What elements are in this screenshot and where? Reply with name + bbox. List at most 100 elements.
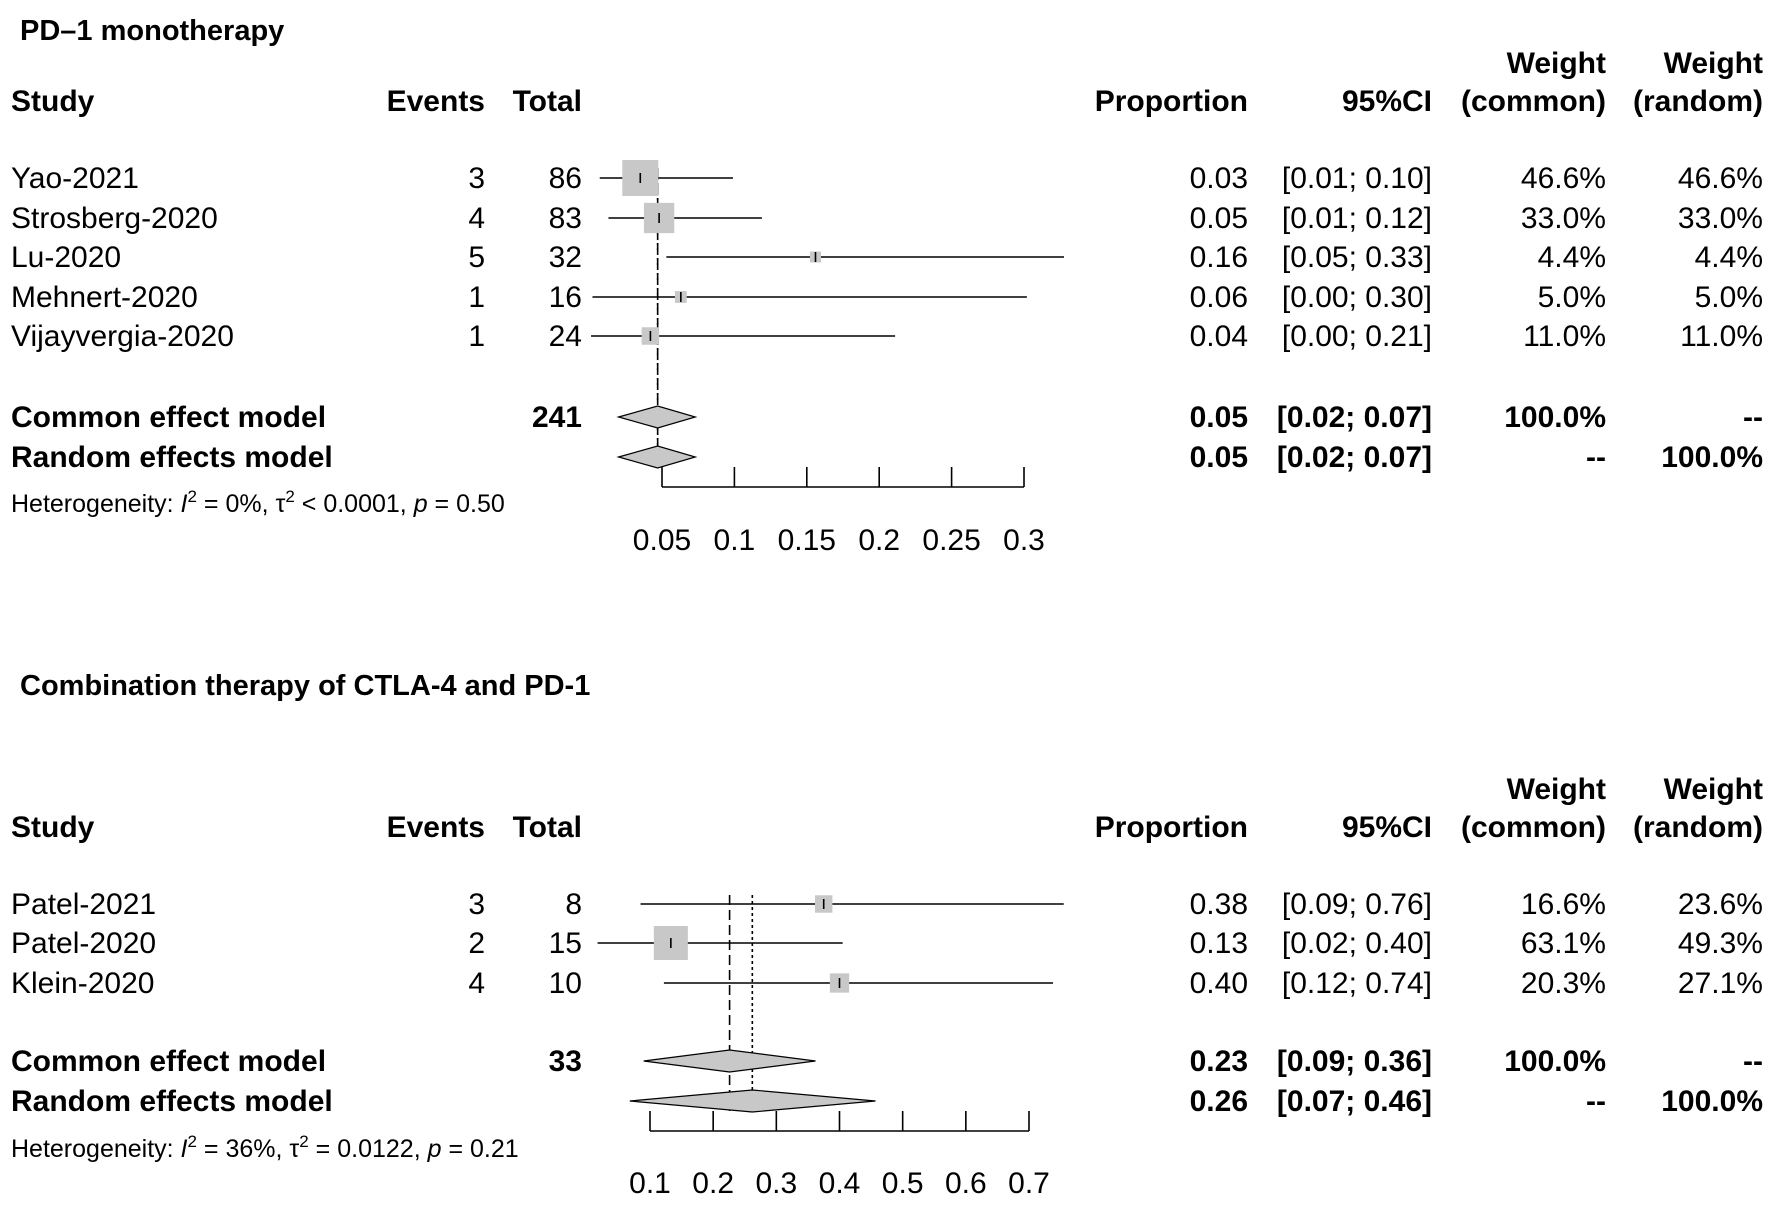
- study-events: 2: [468, 927, 485, 960]
- study-weight-random: 23.6%: [1678, 888, 1763, 921]
- header-events: Events: [387, 811, 485, 844]
- study-weight-common: 11.0%: [1523, 320, 1606, 353]
- random-model-proportion: 0.26: [1190, 1085, 1248, 1118]
- study-proportion: 0.05: [1190, 202, 1248, 235]
- study-weight-random: 46.6%: [1678, 162, 1763, 195]
- study-proportion: 0.38: [1190, 888, 1248, 921]
- header-weight-common-line2: (common): [1461, 811, 1606, 844]
- header-weight-common-line1: Weight: [1507, 47, 1606, 80]
- panel-title: PD–1 monotherapy: [20, 15, 284, 47]
- study-events: 4: [468, 202, 485, 235]
- study-total: 83: [549, 202, 582, 235]
- x-tick-label: 0.2: [858, 524, 900, 557]
- study-ci: [0.01; 0.12]: [1282, 202, 1432, 235]
- study-ci: [0.01; 0.10]: [1282, 162, 1432, 195]
- common-model-proportion: 0.23: [1190, 1045, 1248, 1078]
- x-tick-label: 0.15: [778, 524, 836, 557]
- random-model-weight-common: --: [1586, 1085, 1606, 1118]
- header-ci: 95%CI: [1342, 811, 1432, 844]
- study-events: 1: [468, 320, 485, 353]
- common-model-ci: [0.09; 0.36]: [1277, 1045, 1432, 1078]
- x-tick-label: 0.6: [945, 1167, 987, 1200]
- header-weight-random-line1: Weight: [1664, 47, 1763, 80]
- study-events: 3: [468, 888, 485, 921]
- study-name: Patel-2021: [11, 888, 156, 921]
- study-total: 8: [565, 888, 582, 921]
- header-proportion: Proportion: [1095, 811, 1248, 844]
- study-ci: [0.05; 0.33]: [1282, 241, 1432, 274]
- study-name: Vijayvergia-2020: [11, 320, 234, 353]
- study-weight-random: 4.4%: [1695, 241, 1763, 274]
- study-weight-common: 20.3%: [1521, 967, 1606, 1000]
- study-name: Yao-2021: [11, 162, 139, 195]
- common-model-diamond: [643, 1049, 816, 1073]
- x-tick-label: 0.7: [1008, 1167, 1050, 1200]
- study-weight-common: 5.0%: [1538, 281, 1606, 314]
- study-total: 16: [549, 281, 582, 314]
- common-model-total: 241: [532, 401, 582, 434]
- random-model-weight-random: 100.0%: [1661, 441, 1763, 474]
- x-tick-label: 0.1: [714, 524, 756, 557]
- study-events: 5: [468, 241, 485, 274]
- study-proportion: 0.40: [1190, 967, 1248, 1000]
- random-model-weight-common: --: [1586, 441, 1606, 474]
- study-weight-common: 46.6%: [1521, 162, 1606, 195]
- study-weight-random: 27.1%: [1678, 967, 1763, 1000]
- heterogeneity-text: Heterogeneity: I2 = 0%, τ2 < 0.0001, p =…: [11, 487, 505, 518]
- study-proportion: 0.16: [1190, 241, 1248, 274]
- header-weight-random-line2: (random): [1633, 811, 1763, 844]
- random-model-weight-random: 100.0%: [1661, 1085, 1763, 1118]
- x-tick-label: 0.5: [882, 1167, 924, 1200]
- common-model-diamond: [616, 405, 698, 429]
- study-name: Lu-2020: [11, 241, 121, 274]
- header-proportion: Proportion: [1095, 85, 1248, 118]
- study-total: 24: [549, 320, 582, 353]
- study-ci: [0.02; 0.40]: [1282, 927, 1432, 960]
- study-weight-random: 11.0%: [1680, 320, 1763, 353]
- study-weight-common: 4.4%: [1538, 241, 1606, 274]
- study-events: 4: [468, 967, 485, 1000]
- panel-title: Combination therapy of CTLA-4 and PD-1: [20, 670, 590, 702]
- header-ci: 95%CI: [1342, 85, 1432, 118]
- study-ci: [0.09; 0.76]: [1282, 888, 1432, 921]
- study-weight-random: 49.3%: [1678, 927, 1763, 960]
- header-study: Study: [11, 811, 95, 844]
- x-tick-label: 0.1: [629, 1167, 671, 1200]
- common-model-label: Common effect model: [11, 401, 326, 434]
- study-proportion: 0.13: [1190, 927, 1248, 960]
- study-name: Klein-2020: [11, 967, 154, 1000]
- random-model-ci: [0.07; 0.46]: [1277, 1085, 1432, 1118]
- header-weight-random-line2: (random): [1633, 85, 1763, 118]
- x-tick-label: 0.2: [692, 1167, 734, 1200]
- study-weight-common: 33.0%: [1521, 202, 1606, 235]
- header-weight-common-line1: Weight: [1507, 773, 1606, 806]
- study-name: Mehnert-2020: [11, 281, 198, 314]
- study-name: Strosberg-2020: [11, 202, 218, 235]
- study-ci: [0.12; 0.74]: [1282, 967, 1432, 1000]
- header-weight-random-line1: Weight: [1664, 773, 1763, 806]
- common-model-total: 33: [549, 1045, 582, 1078]
- x-tick-label: 0.25: [922, 524, 980, 557]
- common-model-label: Common effect model: [11, 1045, 326, 1078]
- study-ci: [0.00; 0.21]: [1282, 320, 1432, 353]
- common-model-weight-random: --: [1743, 401, 1763, 434]
- study-total: 10: [549, 967, 582, 1000]
- study-total: 15: [549, 927, 582, 960]
- common-model-proportion: 0.05: [1190, 401, 1248, 434]
- x-tick-label: 0.05: [633, 524, 691, 557]
- header-weight-common-line2: (common): [1461, 85, 1606, 118]
- random-model-diamond: [629, 1089, 876, 1113]
- study-total: 32: [549, 241, 582, 274]
- heterogeneity-text: Heterogeneity: I2 = 36%, τ2 = 0.0122, p …: [11, 1132, 519, 1163]
- study-weight-random: 5.0%: [1695, 281, 1763, 314]
- study-proportion: 0.04: [1190, 320, 1248, 353]
- common-model-weight-random: --: [1743, 1045, 1763, 1078]
- common-model-weight-common: 100.0%: [1504, 1045, 1606, 1078]
- panel-pd1-monotherapy: PD–1 monotherapy Study Events Total Proporti…: [11, 15, 1763, 557]
- header-total: Total: [513, 811, 582, 844]
- study-weight-random: 33.0%: [1678, 202, 1763, 235]
- study-total: 86: [549, 162, 582, 195]
- common-model-weight-common: 100.0%: [1504, 401, 1606, 434]
- random-model-diamond: [616, 445, 698, 469]
